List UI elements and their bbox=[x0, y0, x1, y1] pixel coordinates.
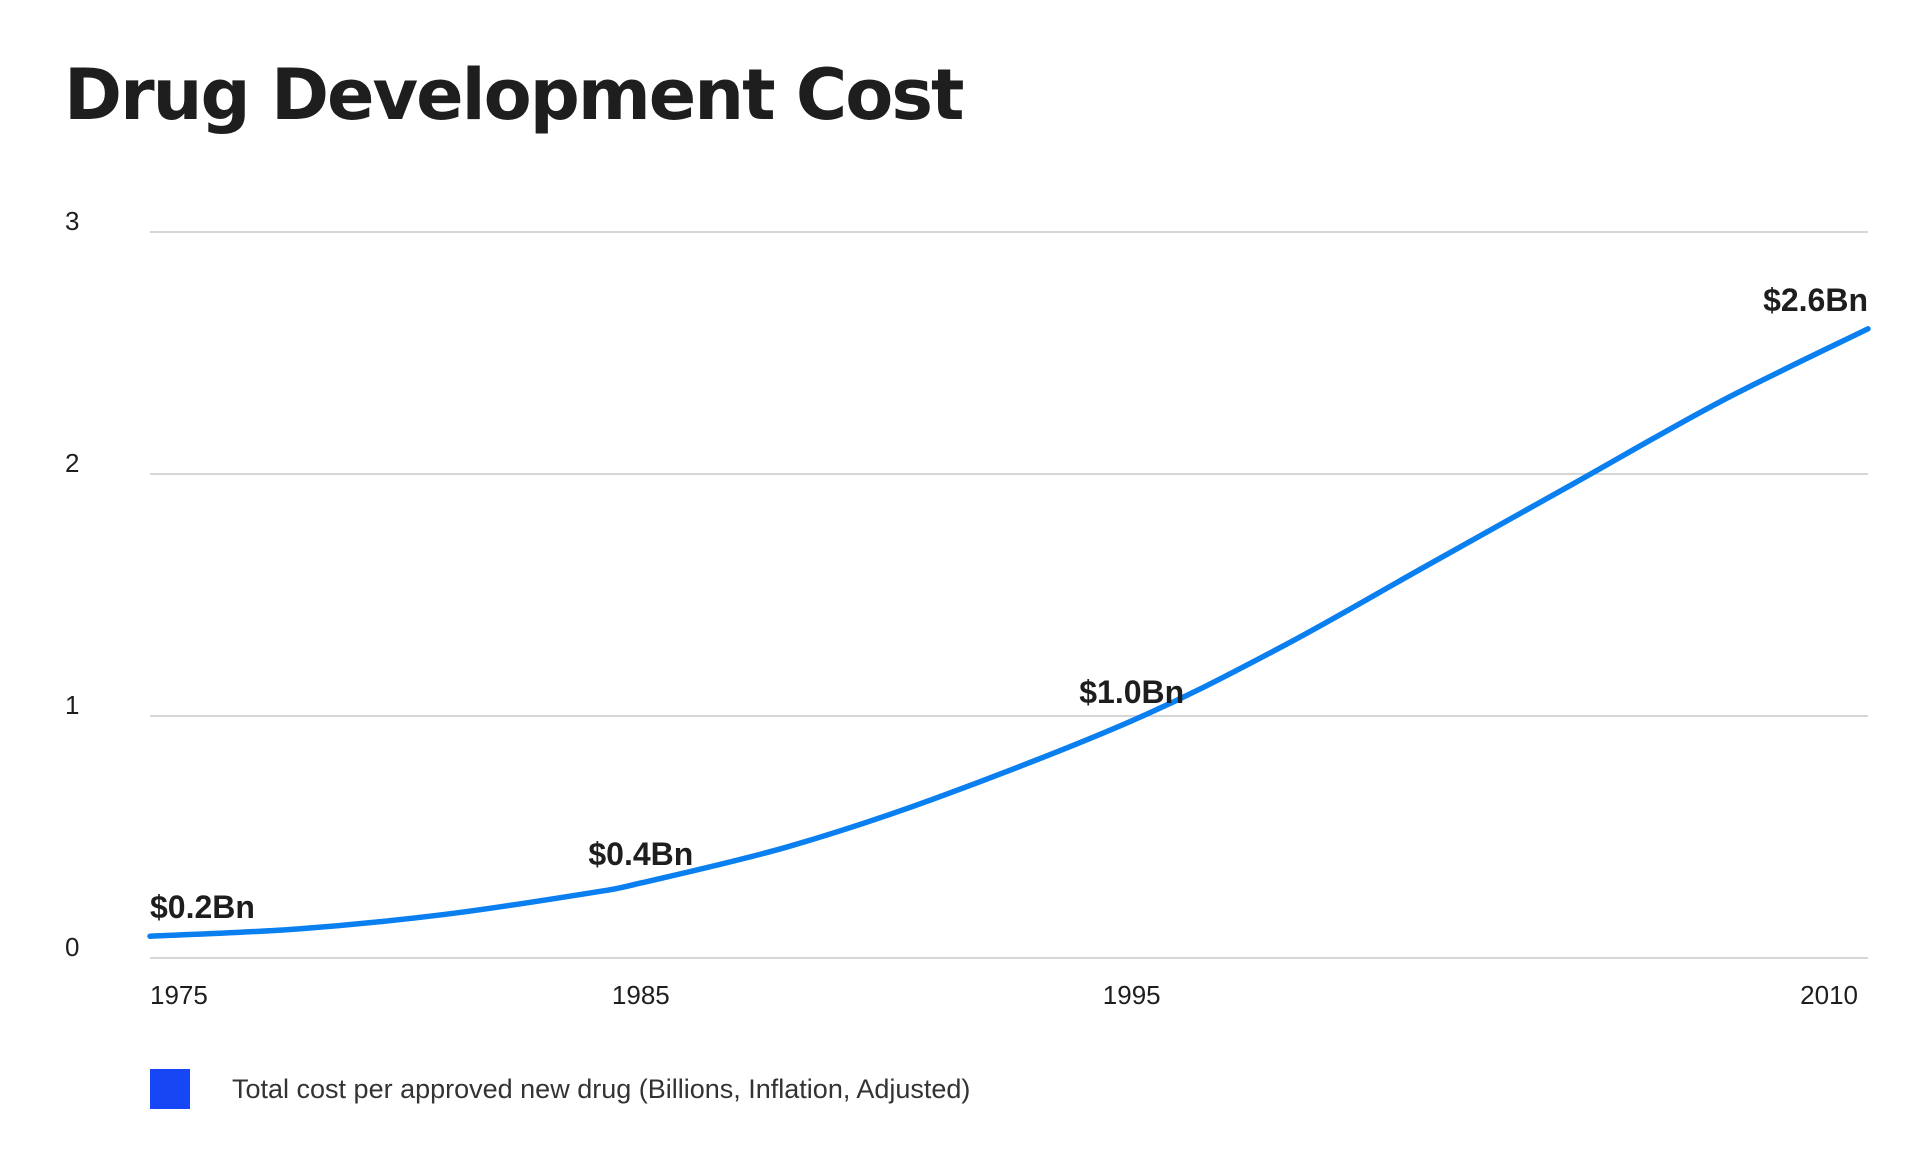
y-tick-label-1: 1 bbox=[65, 690, 79, 720]
y-axis-ticks: 0 1 2 3 bbox=[65, 206, 79, 962]
y-tick-label-3: 3 bbox=[65, 206, 79, 236]
line-chart: 0 1 2 3 1975 1985 1995 2010 $0.2Bn $0.4Bn $1.0Bn… bbox=[65, 206, 1871, 1010]
series-lines bbox=[147, 326, 1871, 939]
y-tick-label-2: 2 bbox=[65, 448, 79, 478]
data-label-0: $0.2Bn bbox=[150, 889, 255, 925]
x-axis-ticks: 1975 1985 1995 2010 bbox=[150, 980, 1858, 1010]
data-labels: $0.2Bn $0.4Bn $1.0Bn $2.6Bn bbox=[150, 282, 1868, 925]
legend: Total cost per approved new drug (Billio… bbox=[150, 1069, 970, 1109]
y-tick-label-0: 0 bbox=[65, 932, 79, 962]
legend-swatch bbox=[150, 1069, 190, 1109]
legend-label: Total cost per approved new drug (Billio… bbox=[232, 1073, 971, 1104]
data-label-1: $0.4Bn bbox=[588, 836, 693, 872]
chart-title: Drug Development Cost bbox=[64, 54, 964, 136]
x-tick-label-3: 2010 bbox=[1800, 980, 1858, 1010]
series-line-0 bbox=[147, 326, 1871, 939]
grid-lines bbox=[150, 231, 1868, 959]
x-tick-label-1: 1985 bbox=[612, 980, 670, 1010]
data-label-3: $2.6Bn bbox=[1763, 282, 1868, 318]
x-tick-label-2: 1995 bbox=[1103, 980, 1161, 1010]
x-tick-label-0: 1975 bbox=[150, 980, 208, 1010]
data-label-2: $1.0Bn bbox=[1079, 674, 1184, 710]
